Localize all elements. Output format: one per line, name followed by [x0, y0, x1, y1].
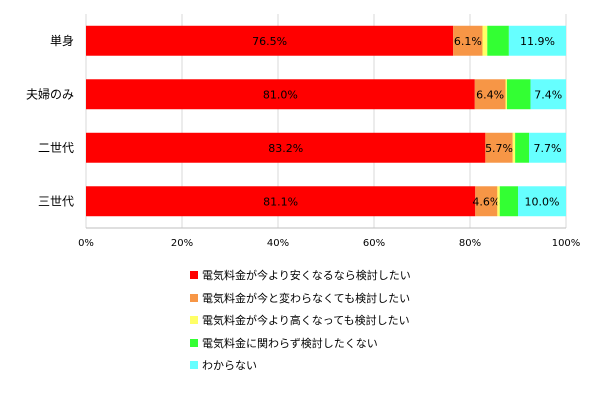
legend-label: 電気料金に関わらず検討したくない: [202, 336, 378, 350]
bar-segment: [508, 25, 566, 56]
legend-item: わからない: [190, 354, 411, 377]
bar-segment: [487, 25, 509, 56]
legend-label: わからない: [202, 359, 257, 373]
category-label: 三世代: [38, 194, 74, 208]
bar-segment: [530, 79, 566, 110]
bar-segment: [474, 79, 506, 110]
category-label: 夫婦のみ: [26, 86, 74, 101]
x-tick-label: 20%: [171, 238, 193, 249]
data-label: 5.7%: [485, 142, 513, 155]
data-label: 10.0%: [525, 195, 560, 208]
data-label: 81.0%: [263, 88, 298, 101]
x-tick-label: 60%: [363, 238, 385, 249]
legend-swatch: [190, 293, 198, 302]
legend-item: 電気料金が今より安くなるなら検討したい: [190, 264, 411, 287]
legend-swatch: [190, 316, 198, 325]
bar-segment: [482, 25, 488, 56]
bar-segment: [505, 79, 507, 110]
legend-item: 電気料金に関わらず検討したくない: [190, 332, 411, 355]
x-tick-label: 0%: [78, 238, 94, 249]
x-tick-label: 100%: [552, 238, 581, 249]
data-label: 83.2%: [268, 142, 303, 155]
data-label: 76.5%: [252, 35, 287, 48]
category-label: 単身: [50, 33, 74, 48]
bar-segment: [512, 132, 516, 163]
bar-segment: [497, 186, 500, 217]
bar-segment: [86, 186, 476, 217]
bar-segment: [515, 132, 530, 163]
legend-label: 電気料金が今と変わらなくても検討したい: [202, 291, 411, 305]
data-label: 7.7%: [534, 142, 562, 155]
data-label: 6.1%: [454, 35, 482, 48]
legend-item: 電気料金が今と変わらなくても検討したい: [190, 287, 411, 310]
legend: 電気料金が今より安くなるなら検討したい 電気料金が今と変わらなくても検討したい 電気…: [190, 264, 411, 377]
legend-swatch: [190, 338, 198, 347]
bar-segment: [86, 132, 486, 163]
bar-segment: [86, 79, 475, 110]
data-label: 6.4%: [476, 88, 504, 101]
data-label: 4.6%: [472, 195, 500, 208]
data-label: 11.9%: [520, 35, 555, 48]
bar-segment: [475, 186, 498, 217]
bar-segment: [86, 25, 454, 56]
data-label: 7.4%: [534, 88, 562, 101]
category-label: 二世代: [38, 141, 74, 155]
legend-item: 電気料金が今より高くなっても検討したい: [190, 309, 411, 332]
bar-segment: [485, 132, 513, 163]
legend-label: 電気料金が今より高くなっても検討したい: [202, 314, 410, 328]
data-label: 81.1%: [263, 195, 298, 208]
bar-segment: [506, 79, 531, 110]
bar-segment: [518, 186, 566, 217]
bar-segment: [529, 132, 566, 163]
legend-swatch: [190, 271, 198, 280]
x-tick-label: 40%: [267, 238, 289, 249]
legend-label: 電気料金が今より安くなるなら検討したい: [202, 269, 411, 283]
x-tick-label: 80%: [459, 238, 481, 249]
legend-swatch: [190, 361, 198, 370]
bar-segment: [499, 186, 518, 217]
bar-segment: [453, 25, 483, 56]
